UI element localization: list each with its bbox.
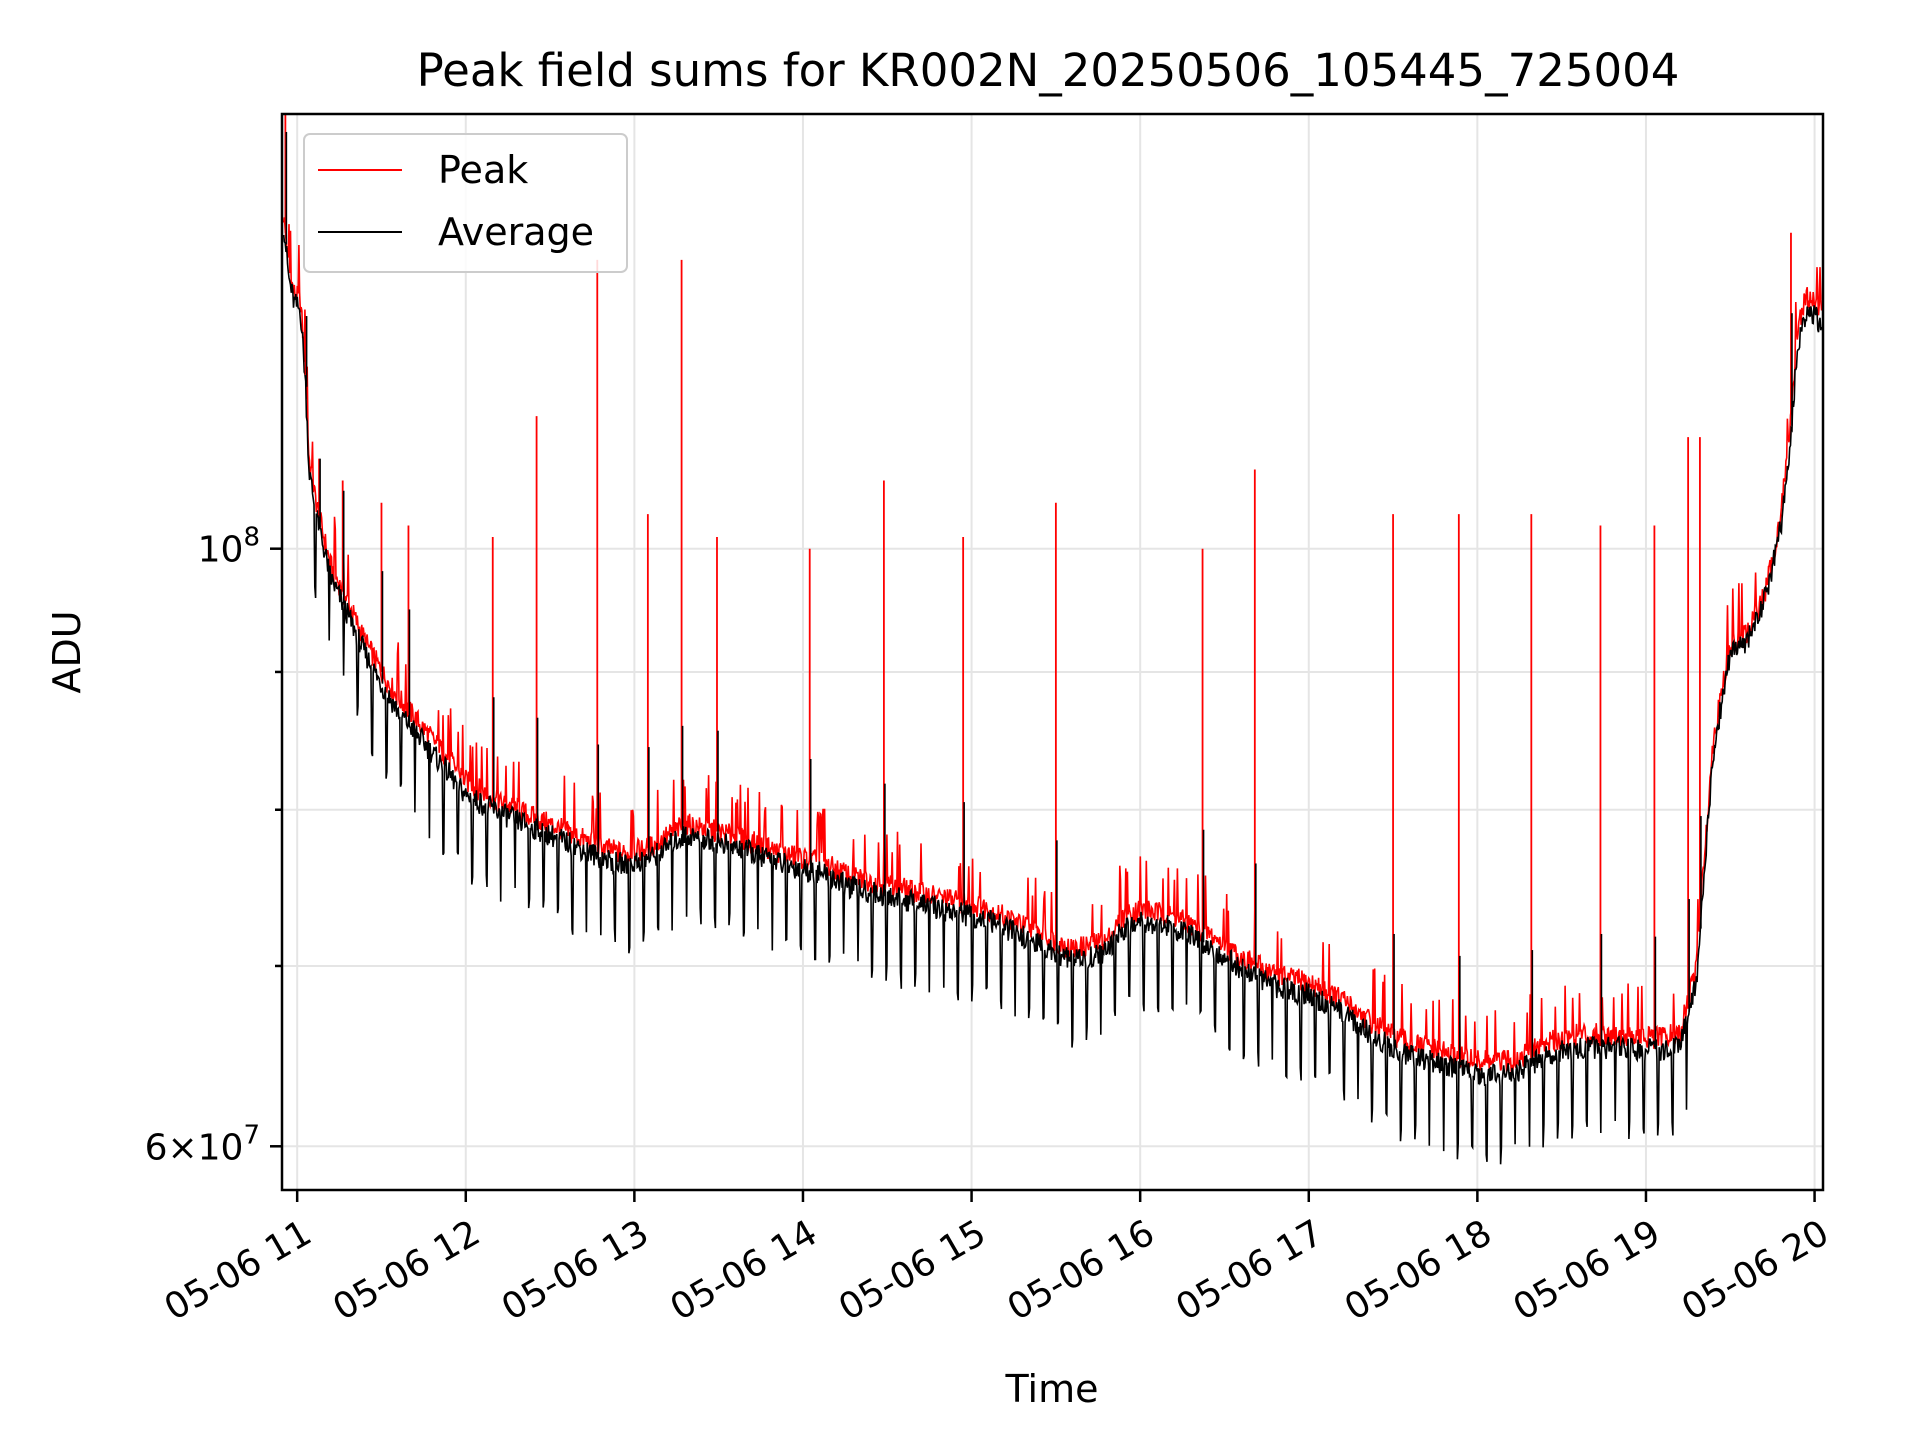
y-axis-label: ADU [45,610,89,693]
x-axis-label: Time [1005,1367,1099,1411]
x-tick-label: 05-06 12 [326,1212,487,1328]
x-tick-label: 05-06 19 [1507,1212,1668,1328]
chart-title: Peak field sums for KR002N_20250506_1054… [417,44,1680,97]
plot-frame [280,112,1825,1192]
series-line-peak [282,217,1823,1073]
x-tick-label: 05-06 11 [158,1212,319,1328]
series-group [282,114,1823,1165]
legend: Peak Average [303,133,628,273]
x-tick-label: 05-06 17 [1169,1212,1330,1328]
x-tick-label: 05-06 15 [832,1212,993,1328]
legend-label-average: Average [438,210,594,254]
legend-box [303,133,628,273]
x-tick-label: 05-06 14 [664,1212,825,1328]
y-axis: 108 6×107 [145,523,282,1168]
y-tick-label: 108 [198,523,260,571]
x-tick-label: 05-06 20 [1675,1212,1836,1328]
x-tick-label: 05-06 13 [495,1212,656,1328]
grid [282,114,1823,1190]
series-line-average [282,234,1823,1165]
x-axis: 05-06 11 05-06 12 05-06 13 05-06 14 05-06 15… [158,1190,1836,1329]
legend-label-peak: Peak [438,148,528,192]
y-tick-label: 6×107 [145,1120,260,1168]
x-tick-label: 05-06 18 [1338,1212,1499,1328]
x-tick-label: 05-06 16 [1001,1212,1162,1328]
